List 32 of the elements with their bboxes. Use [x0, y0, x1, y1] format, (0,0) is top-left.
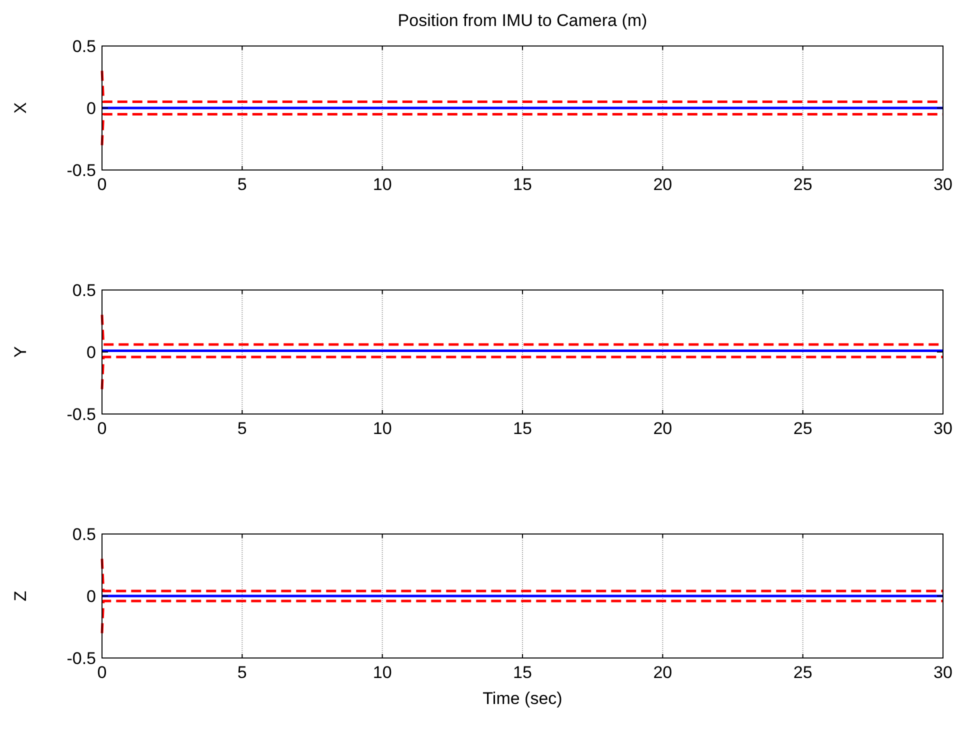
y-tick-label: 0.5 [72, 525, 96, 544]
x-tick-label: 5 [237, 663, 247, 682]
x-tick-label: 30 [934, 663, 952, 682]
x-tick-label: 15 [513, 663, 532, 682]
x-axis-title: Time (sec) [482, 689, 562, 708]
y-tick-label: 0.5 [72, 281, 96, 300]
x-tick-label: 20 [653, 419, 672, 438]
y-tick-label: -0.5 [66, 161, 96, 180]
x-tick-label: 10 [372, 175, 392, 194]
y-tick-label: 0 [86, 99, 96, 118]
y-tick-label: -0.5 [66, 649, 96, 668]
x-tick-label: 20 [653, 175, 672, 194]
y-axis-title: X [11, 102, 30, 114]
x-tick-label: 25 [793, 419, 812, 438]
x-tick-label: 15 [513, 175, 532, 194]
x-tick-label: 25 [793, 663, 812, 682]
x-tick-label: 10 [372, 419, 392, 438]
x-tick-label: 20 [653, 663, 672, 682]
chart-title: Position from IMU to Camera (m) [398, 11, 648, 30]
x-tick-label: 5 [237, 419, 247, 438]
x-tick-label: 15 [513, 419, 532, 438]
y-axis-title: Z [11, 590, 30, 602]
x-tick-label: 5 [237, 175, 247, 194]
x-tick-label: 30 [934, 419, 952, 438]
y-tick-label: 0 [86, 343, 96, 362]
x-tick-label: 10 [372, 663, 392, 682]
y-axis-title: Y [11, 346, 30, 358]
y-tick-label: 0 [86, 587, 96, 606]
x-tick-label: 30 [934, 175, 952, 194]
y-tick-label: 0.5 [72, 37, 96, 56]
y-tick-label: -0.5 [66, 405, 96, 424]
x-tick-label: 25 [793, 175, 812, 194]
